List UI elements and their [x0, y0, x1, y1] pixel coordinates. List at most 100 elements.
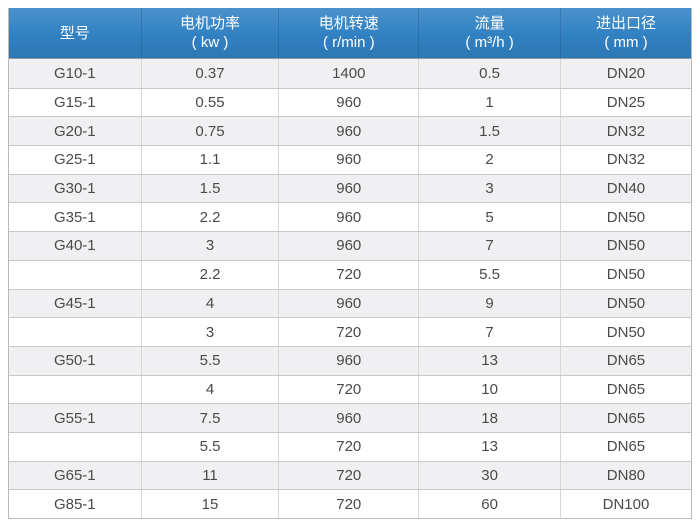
table-cell: DN65: [560, 375, 691, 404]
table-cell: DN50: [560, 260, 691, 289]
table-cell: 960: [278, 117, 418, 146]
table-cell: 960: [278, 146, 418, 174]
table-row: G45-1 4 960 9 DN50: [9, 288, 691, 318]
column-header: 进出口径 ( mm ): [560, 8, 691, 58]
table-cell: 1.5: [418, 117, 560, 146]
table-cell: DN65: [560, 432, 691, 461]
table-cell: G50-1: [53, 352, 96, 370]
table-cell: 3: [140, 232, 279, 260]
table-row: G65-1 11 720 30 DN80: [9, 460, 691, 490]
column-header-label: 型号: [59, 24, 90, 42]
table-cell: DN65: [560, 404, 691, 432]
pump-spec-table: 型号 电机功率 ( kw ) 电机转速 ( r/min ) 流量 ( m³/h ) 进出口径 (…: [8, 8, 692, 519]
table-cell: G85-1: [53, 495, 96, 513]
column-header-unit: ( kw ): [191, 34, 229, 51]
column-header: 电机转速 ( r/min ): [278, 8, 418, 58]
table-cell: G30-1: [53, 180, 96, 198]
table-cell: 3: [140, 318, 279, 346]
table-cell: 960: [278, 203, 418, 232]
table-cell: 7.5: [140, 404, 279, 432]
table-cell: 720: [278, 260, 418, 289]
column-header-label: 电机转速: [318, 15, 379, 32]
column-header-unit: ( mm ): [604, 34, 648, 51]
table-cell: G15-1: [53, 94, 96, 112]
table-cell: [9, 433, 141, 461]
table-cell: 7: [418, 232, 560, 260]
table-cell: 2.2: [140, 260, 279, 289]
table-cell: 960: [278, 232, 418, 260]
table-row: G35-1 2.2 960 5 DN50: [9, 202, 691, 232]
column-header: 型号: [9, 8, 141, 58]
table-row: G10-1 0.37 1400 0.5 DN20: [9, 59, 691, 88]
table-cell: G20-1: [53, 122, 96, 140]
table-cell: 2.2: [140, 203, 279, 232]
table-cell: DN50: [560, 232, 691, 260]
table-cell: 10: [418, 375, 560, 404]
table-cell: 11: [140, 461, 279, 490]
column-header-unit: ( r/min ): [322, 34, 375, 51]
column-header-label: 流量: [474, 15, 505, 32]
table-cell: 1.5: [140, 174, 279, 203]
table-header-row: 型号 电机功率 ( kw ) 电机转速 ( r/min ) 流量 ( m³/h ) 进出口径 (…: [9, 8, 691, 59]
table-row: G20-1 0.75 960 1.5 DN32: [9, 116, 691, 146]
column-header: 电机功率 ( kw ): [140, 8, 279, 58]
table-cell: G40-1: [53, 237, 96, 255]
table-cell: 720: [278, 490, 418, 518]
table-cell: 0.55: [140, 88, 279, 117]
table-row: G25-1 1.1 960 2 DN32: [9, 145, 691, 174]
table-cell: G45-1: [53, 294, 96, 312]
table-cell: 720: [278, 432, 418, 461]
table-cell: DN50: [560, 289, 691, 318]
table-cell: 960: [278, 289, 418, 318]
table-cell: 18: [418, 404, 560, 432]
table-cell: 5.5: [140, 432, 279, 461]
table-cell: [9, 376, 141, 404]
table-cell: 4: [140, 289, 279, 318]
table-cell: [9, 261, 141, 289]
table-cell: 3: [418, 174, 560, 203]
table-body: G10-1 0.37 1400 0.5 DN20 G15-1 0.55 960 1 DN25 G20…: [9, 59, 691, 518]
table-cell: DN100: [560, 490, 691, 518]
table-cell: DN32: [560, 117, 691, 146]
table-cell: DN32: [560, 146, 691, 174]
table-cell: [9, 318, 141, 346]
table-row: 5.5 720 13 DN65: [9, 431, 691, 461]
table-cell: 720: [278, 461, 418, 490]
table-cell: 5.5: [140, 346, 279, 375]
table-row: G55-1 7.5 960 18 DN65: [9, 403, 691, 432]
table-row: 2.2 720 5.5 DN50: [9, 259, 691, 289]
table-cell: 4: [140, 375, 279, 404]
table-cell: 0.37: [140, 59, 279, 88]
column-header-label: 电机功率: [179, 15, 240, 32]
table-row: 3 720 7 DN50: [9, 317, 691, 346]
table-cell: DN40: [560, 174, 691, 203]
table-row: G85-1 15 720 60 DN100: [9, 489, 691, 518]
table-cell: 720: [278, 375, 418, 404]
table-cell: 0.75: [140, 117, 279, 146]
table-cell: 60: [418, 490, 560, 518]
table-cell: DN25: [560, 88, 691, 117]
table-cell: G55-1: [53, 409, 96, 427]
table-cell: 1: [418, 88, 560, 117]
table-cell: 720: [278, 318, 418, 346]
table-cell: 960: [278, 404, 418, 432]
table-cell: G35-1: [53, 208, 96, 226]
table-cell: 7: [418, 318, 560, 346]
table-cell: DN65: [560, 346, 691, 375]
table-cell: DN20: [560, 59, 691, 88]
table-cell: 960: [278, 346, 418, 375]
table-cell: 1.1: [140, 146, 279, 174]
table-cell: 960: [278, 88, 418, 117]
table-row: G30-1 1.5 960 3 DN40: [9, 173, 691, 203]
table-cell: 5.5: [418, 260, 560, 289]
table-cell: 13: [418, 346, 560, 375]
table-cell: 15: [140, 490, 279, 518]
table-cell: 30: [418, 461, 560, 490]
column-header: 流量 ( m³/h ): [418, 8, 560, 58]
table-cell: 0.5: [418, 59, 560, 88]
table-cell: DN80: [560, 461, 691, 490]
table-row: G40-1 3 960 7 DN50: [9, 231, 691, 260]
table-cell: 9: [418, 289, 560, 318]
table-cell: 2: [418, 146, 560, 174]
